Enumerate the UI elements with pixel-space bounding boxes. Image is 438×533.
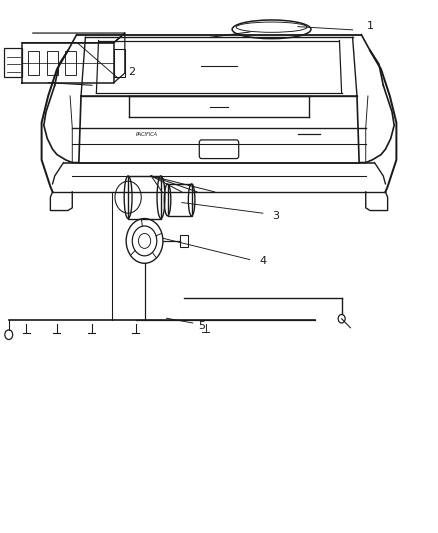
Bar [4,48,22,77]
Bar [167,184,191,216]
Bar [28,51,39,75]
Bar [65,51,76,75]
Bar [114,50,125,77]
Bar [47,51,58,75]
Text: 5: 5 [198,321,205,331]
Bar [128,176,161,219]
Bar [180,235,188,247]
Text: 2: 2 [128,67,135,77]
Text: 3: 3 [272,211,279,221]
Text: 4: 4 [259,256,266,266]
Text: 1: 1 [367,21,374,30]
Text: PACIFICA: PACIFICA [136,132,158,137]
